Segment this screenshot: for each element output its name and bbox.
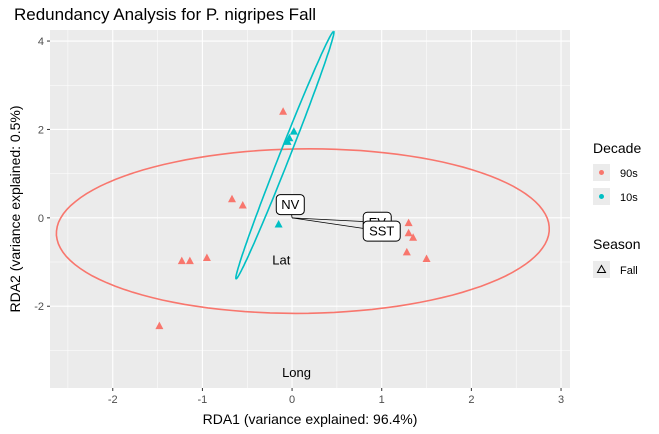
ellipse-90s (55, 147, 551, 315)
point-layer (155, 107, 431, 330)
point-90s (279, 107, 288, 115)
ellipse-10s (235, 30, 335, 280)
text-label-lat: Lat (272, 252, 290, 267)
point-90s (155, 321, 164, 330)
y-tick-label: 4 (38, 36, 44, 48)
point-90s (238, 200, 247, 209)
point-90s (185, 256, 194, 265)
text-label-layer: Lat Long (272, 252, 311, 380)
biplot-label-box-nv (275, 194, 305, 216)
legend-fall-label: Fall (620, 265, 638, 277)
legend-season-title: Season (593, 236, 640, 252)
y-tick-label: -2 (34, 301, 44, 313)
point-90s (409, 233, 418, 241)
plot-panel (50, 30, 570, 388)
legend-fall-triangle-key (596, 264, 607, 273)
point-90s (422, 254, 431, 262)
point-10s (285, 133, 294, 142)
x-tick-label: 3 (558, 394, 564, 406)
x-tick-label: 2 (468, 394, 474, 406)
x-tick-label: -2 (108, 394, 118, 406)
y-tick-label: 2 (38, 124, 44, 136)
point-90s (228, 194, 236, 203)
point-90s (177, 256, 186, 265)
legend-90s-key (599, 170, 604, 175)
point-10s (289, 127, 298, 135)
chart-title: Redundancy Analysis for P. nigripes Fall (14, 5, 316, 24)
x-tick-label: -1 (198, 394, 208, 406)
x-tick-label: 1 (379, 394, 385, 406)
point-90s (402, 247, 411, 256)
y-tick-label: 0 (38, 213, 44, 225)
arrow-layer: NVEVSST (275, 194, 401, 242)
legend-90s-label: 90s (620, 168, 638, 180)
y-axis-title: RDA2 (variance explained: 0.5%) (7, 106, 23, 313)
text-label-long: Long (282, 365, 311, 380)
biplot-label-sst: SST (369, 224, 394, 239)
legend: Decade 90s 10s Season Fall (593, 140, 641, 278)
point-90s (404, 218, 413, 227)
legend-10s-key (599, 194, 604, 199)
y-axis-ticks: -2 0 2 4 (34, 36, 50, 313)
ellipse-layer (55, 30, 551, 315)
biplot-label-nv: NV (281, 197, 299, 212)
biplot-label-box-sst (362, 220, 401, 242)
legend-10s-label: 10s (620, 192, 638, 204)
point-10s (274, 219, 283, 228)
legend-decade-title: Decade (593, 140, 641, 156)
point-90s (404, 228, 413, 237)
x-tick-label: 0 (289, 394, 295, 406)
x-axis-title: RDA1 (variance explained: 96.4%) (203, 411, 418, 427)
point-90s (202, 253, 211, 262)
x-axis-ticks: -2 -1 0 1 2 3 (108, 388, 564, 406)
